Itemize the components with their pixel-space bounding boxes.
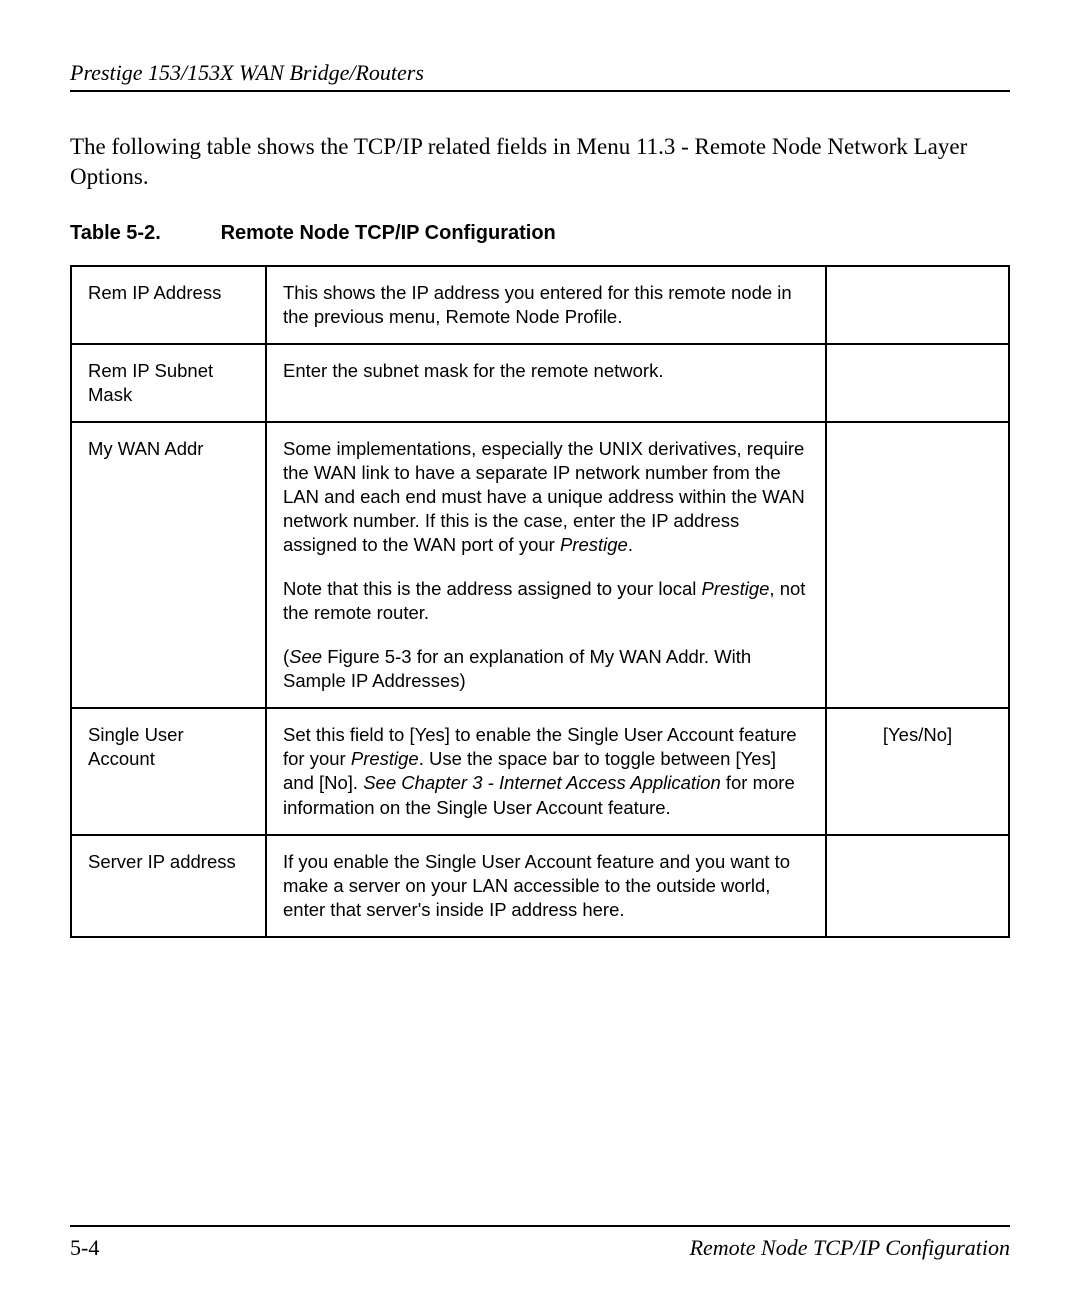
italic-text: Prestige: [702, 578, 770, 599]
desc-text: Some implementations, especially the UNI…: [283, 438, 805, 555]
desc-cell: This shows the IP address you entered fo…: [266, 266, 826, 344]
desc-text: .: [628, 534, 633, 555]
field-cell: My WAN Addr: [71, 422, 266, 708]
options-cell: [826, 835, 1009, 937]
field-cell: Server IP address: [71, 835, 266, 937]
table-row: Single User Account Set this field to [Y…: [71, 708, 1009, 834]
header-text: Prestige 153/153X WAN Bridge/Routers: [70, 60, 424, 85]
intro-paragraph: The following table shows the TCP/IP rel…: [70, 132, 1010, 192]
italic-text: See Chapter 3 - Internet Access Applicat…: [363, 772, 726, 793]
italic-text: Prestige: [351, 748, 419, 769]
desc-cell: Enter the subnet mask for the remote net…: [266, 344, 826, 422]
desc-text: Figure 5-3 for an explanation of My WAN …: [283, 646, 751, 691]
desc-text: Note that this is the address assigned t…: [283, 578, 702, 599]
paragraph-gap: [283, 557, 809, 577]
page-header: Prestige 153/153X WAN Bridge/Routers: [70, 60, 1010, 92]
desc-cell: If you enable the Single User Account fe…: [266, 835, 826, 937]
options-cell: [Yes/No]: [826, 708, 1009, 834]
table-row: Rem IP Address This shows the IP address…: [71, 266, 1009, 344]
field-cell: Single User Account: [71, 708, 266, 834]
config-table: Rem IP Address This shows the IP address…: [70, 265, 1010, 938]
field-cell: Rem IP Address: [71, 266, 266, 344]
desc-cell: Set this field to [Yes] to enable the Si…: [266, 708, 826, 834]
options-cell: [826, 344, 1009, 422]
table-row: Server IP address If you enable the Sing…: [71, 835, 1009, 937]
italic-text: Prestige: [560, 534, 628, 555]
table-caption: Table 5-2. Remote Node TCP/IP Configurat…: [70, 222, 1010, 245]
table-row: Rem IP Subnet Mask Enter the subnet mask…: [71, 344, 1009, 422]
footer-left: 5-4: [70, 1235, 99, 1261]
desc-cell: Some implementations, especially the UNI…: [266, 422, 826, 708]
options-cell: [826, 266, 1009, 344]
footer-right: Remote Node TCP/IP Configuration: [690, 1235, 1010, 1261]
table-number: Table 5-2.: [70, 222, 215, 245]
table-title: Remote Node TCP/IP Configuration: [221, 222, 556, 244]
field-cell: Rem IP Subnet Mask: [71, 344, 266, 422]
options-cell: [826, 422, 1009, 708]
paragraph-gap: [283, 625, 809, 645]
page-footer: 5-4 Remote Node TCP/IP Configuration: [70, 1225, 1010, 1261]
table-row: My WAN Addr Some implementations, especi…: [71, 422, 1009, 708]
italic-text: See: [289, 646, 327, 667]
intro-text: The following table shows the TCP/IP rel…: [70, 134, 967, 189]
